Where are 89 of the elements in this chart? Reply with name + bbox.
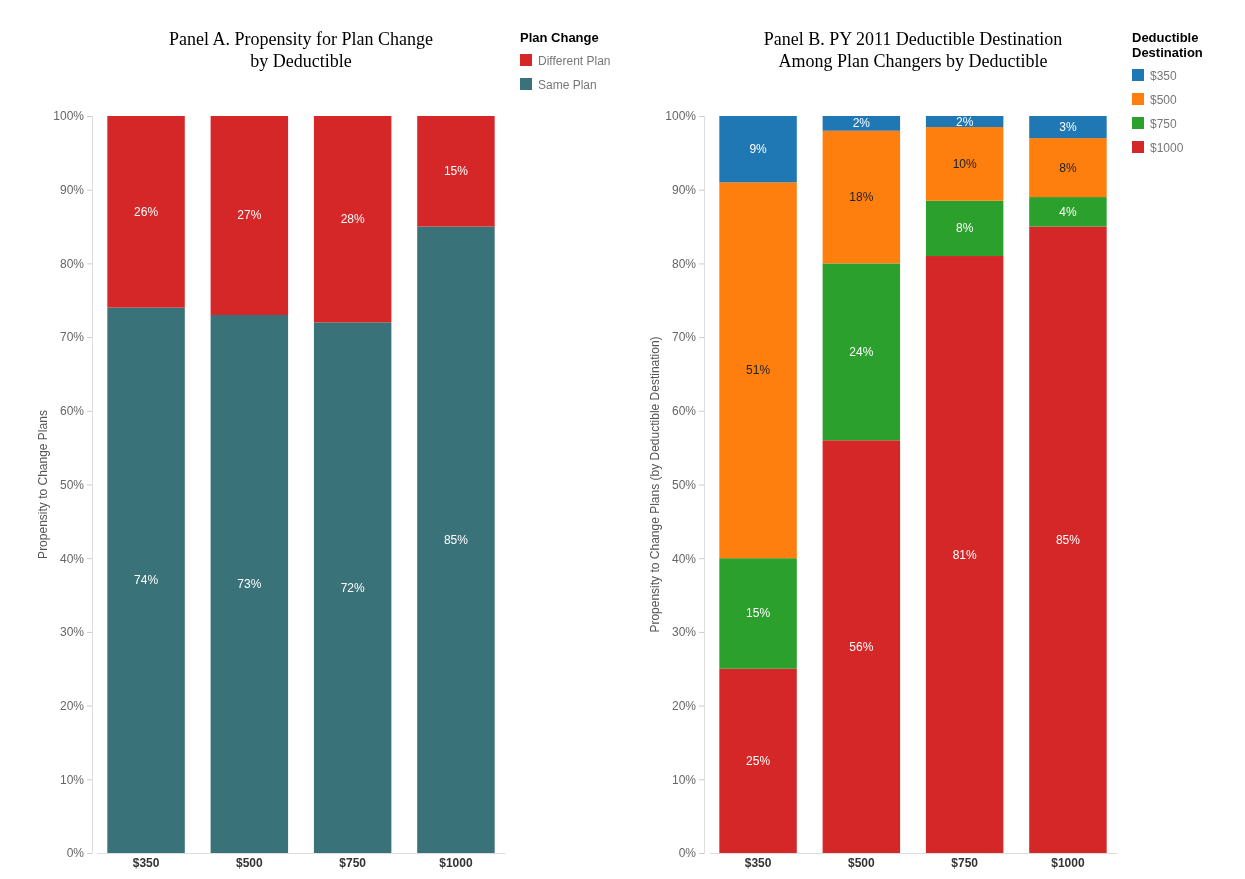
bar: [822, 116, 901, 131]
y-tick-label: 10%: [59, 772, 85, 787]
y-tick-label: 0%: [678, 846, 697, 861]
bar: [210, 314, 289, 853]
legend-label: Different Plan: [538, 54, 611, 68]
data-label: 85%: [1055, 532, 1081, 547]
bar: [719, 668, 797, 853]
data-label: 81%: [952, 547, 977, 562]
data-label: 28%: [340, 212, 365, 227]
y-tick-label: 90%: [59, 183, 85, 198]
data-label: 72%: [340, 580, 365, 595]
legend-label: $500: [1150, 93, 1178, 107]
bar: [417, 226, 495, 853]
bar: [107, 116, 185, 308]
chart-title: Panel B. PY 2011 Deductible Destination Among Plan Changers by Deductible: [763, 29, 1063, 71]
y-tick-label: 90%: [671, 183, 697, 198]
bar: [1029, 197, 1107, 227]
legend-label: $750: [1150, 117, 1178, 131]
data-label: 3%: [1059, 120, 1077, 135]
data-label: 24%: [849, 344, 874, 359]
y-tick-label: 70%: [671, 330, 697, 345]
y-tick-label: 10%: [671, 772, 697, 787]
data-label: 4%: [1059, 204, 1077, 219]
x-tick-label: $500: [848, 855, 876, 870]
bar: [822, 130, 901, 264]
legend-title: Plan Change: [520, 30, 599, 45]
data-label: 51%: [746, 363, 771, 378]
bar: [925, 127, 1004, 201]
data-label: 26%: [134, 204, 159, 219]
bar: [210, 116, 289, 315]
y-axis-title: Propensity to Change Plans (by Deductible Destination): [648, 336, 662, 633]
data-label: 9%: [749, 142, 768, 157]
y-tick-label: 100%: [53, 109, 85, 124]
y-tick-label: 20%: [59, 698, 85, 713]
data-label: 56%: [849, 639, 874, 654]
bar: [925, 200, 1004, 257]
legend-label: $350: [1150, 69, 1178, 83]
y-tick-label: 0%: [66, 846, 85, 861]
data-label: 8%: [1059, 160, 1077, 175]
y-axis-title: Propensity to Change Plans: [36, 410, 50, 559]
bar: [1029, 226, 1107, 853]
bar: [822, 440, 901, 853]
y-tick-label: 50%: [59, 477, 85, 492]
y-tick-label: 30%: [59, 625, 85, 640]
data-label: 15%: [443, 164, 469, 179]
y-tick-label: 100%: [665, 109, 697, 124]
x-tick-label: $750: [951, 855, 979, 870]
bar: [719, 558, 797, 669]
y-tick-label: 70%: [59, 330, 85, 345]
data-label: 85%: [443, 532, 469, 547]
x-tick-label: $1000: [1051, 855, 1085, 870]
x-tick-label: $500: [236, 855, 264, 870]
legend-title: Deductible Destination: [1132, 30, 1203, 60]
bar: [107, 307, 185, 853]
y-tick-label: 80%: [59, 256, 85, 271]
bar: [313, 116, 392, 323]
data-label: 73%: [237, 576, 262, 591]
bar: [822, 263, 901, 441]
y-tick-label: 60%: [59, 404, 85, 419]
y-tick-label: 80%: [671, 256, 697, 271]
bar: [1029, 116, 1107, 139]
data-label: 74%: [134, 573, 159, 588]
data-label: 15%: [746, 606, 771, 621]
data-label: 18%: [849, 190, 874, 205]
y-tick-label: 30%: [671, 625, 697, 640]
data-label: 10%: [952, 156, 977, 171]
y-tick-label: 40%: [59, 551, 85, 566]
x-tick-label: $350: [132, 855, 160, 870]
x-tick-label: $350: [744, 855, 772, 870]
bar: [719, 182, 797, 559]
bar: [925, 256, 1004, 853]
data-label: 2%: [955, 114, 974, 129]
y-tick-label: 60%: [671, 404, 697, 419]
data-label: 27%: [237, 208, 262, 223]
bar: [719, 116, 797, 183]
x-tick-label: $1000: [439, 855, 473, 870]
bar: [313, 322, 392, 853]
x-tick-label: $750: [339, 855, 367, 870]
chart-title: Panel A. Propensity for Plan Change by Deductible: [169, 29, 433, 71]
data-label: 2%: [852, 116, 871, 131]
data-label: 25%: [746, 753, 771, 768]
bar: [417, 116, 495, 227]
legend-label: $1000: [1150, 141, 1184, 155]
bar: [1029, 138, 1107, 198]
data-label: 8%: [955, 221, 974, 236]
legend-label: Same Plan: [538, 78, 597, 92]
y-tick-label: 20%: [671, 698, 697, 713]
y-tick-label: 50%: [671, 477, 697, 492]
y-tick-label: 40%: [671, 551, 697, 566]
